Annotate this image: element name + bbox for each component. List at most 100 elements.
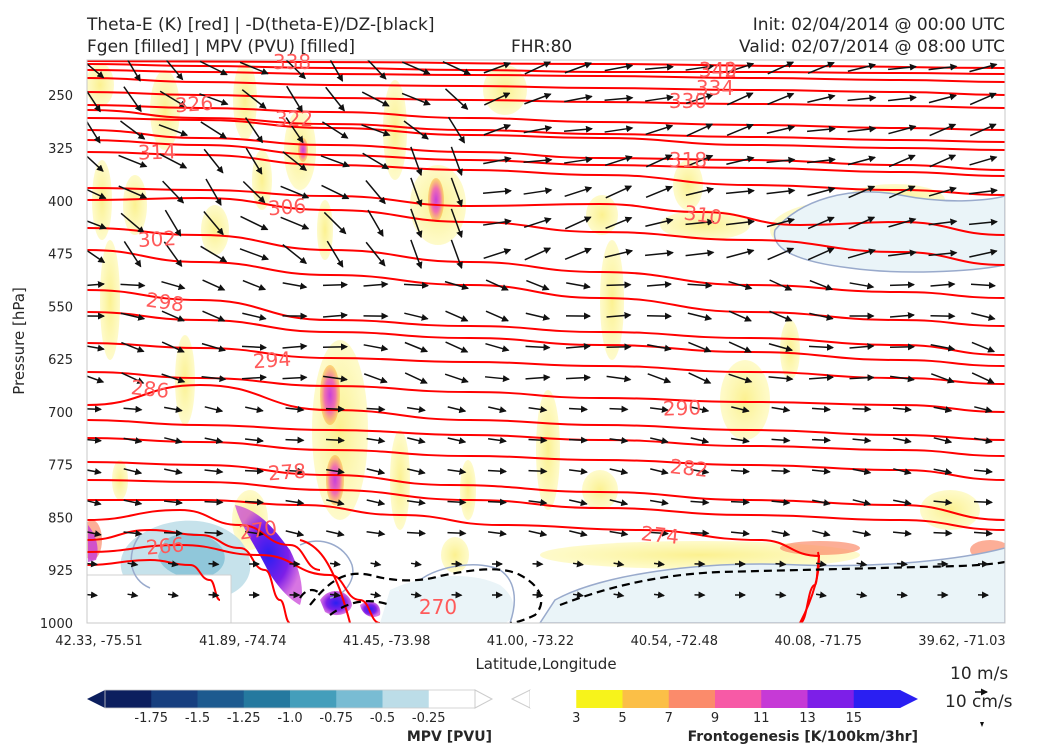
frontogenesis-colorbar-title: Frontogenesis [K/100km/3hr] xyxy=(688,729,918,745)
wind-vector xyxy=(889,311,915,319)
mpv-colorbar-title: MPV [PVU] xyxy=(407,729,492,745)
wind-vector xyxy=(282,374,308,382)
wind-vector xyxy=(404,372,428,384)
wind-vector xyxy=(768,343,794,352)
x-tick-label: 40.08, -71.75 xyxy=(774,634,861,649)
wind-vector xyxy=(158,124,189,137)
wind-vector xyxy=(728,373,753,384)
wind-vector xyxy=(650,468,669,476)
mpv-colorbar-swatch xyxy=(197,690,245,708)
theta-e-contour xyxy=(87,139,1005,177)
wind-vector xyxy=(933,437,953,445)
wind-vector xyxy=(730,467,750,475)
wind-vector xyxy=(87,249,106,264)
wind-vector xyxy=(687,281,713,289)
wind-vector xyxy=(730,529,750,537)
wind-vector xyxy=(887,63,917,71)
wind-vector xyxy=(126,60,141,82)
theta-e-label: 310 xyxy=(682,200,723,229)
wind-vector xyxy=(361,124,391,137)
wind-vector xyxy=(928,218,958,226)
theta-e-label: 298 xyxy=(144,287,185,316)
theta-e-contour xyxy=(87,289,1005,356)
wind-vector xyxy=(847,125,877,133)
wind-vector xyxy=(87,220,107,230)
wind-vector xyxy=(928,249,958,257)
wind-vector xyxy=(244,467,264,475)
wind-vector xyxy=(87,375,105,384)
theta-e-label: 340 xyxy=(699,58,737,82)
wind-vector xyxy=(568,467,588,475)
stability-contours xyxy=(299,560,1005,623)
theta-e-label: 266 xyxy=(145,532,185,559)
wind-vector xyxy=(483,61,512,74)
wind-vector xyxy=(565,374,591,382)
wind-vector xyxy=(650,499,669,506)
wind-vector xyxy=(645,185,673,199)
theta-e-contour xyxy=(87,249,1005,327)
wind-vector xyxy=(403,120,429,140)
wind-vector xyxy=(159,90,187,108)
wind-vector xyxy=(87,499,102,507)
wind-vector xyxy=(811,436,831,444)
wind-key-arrows xyxy=(975,688,988,727)
wind-vector xyxy=(204,406,224,414)
wind-vector xyxy=(120,120,146,140)
x-axis: 42.33, -75.51 41.89, -74.74 41.45, -73.98 4… xyxy=(55,634,1005,649)
mpv-colorbar-swatch xyxy=(382,690,430,708)
wind-vector xyxy=(365,241,386,267)
wind-vector xyxy=(892,529,912,537)
wind-vector xyxy=(687,312,713,321)
theta-e-contour xyxy=(87,69,1005,83)
wind-vector xyxy=(852,499,872,507)
wind-vector xyxy=(807,93,836,103)
mpv-colorbar-swatch xyxy=(243,690,291,708)
wind-vector xyxy=(852,436,872,444)
wind-vector xyxy=(929,154,957,168)
wind-vector xyxy=(849,282,875,290)
wind-vector xyxy=(410,146,423,177)
frontogenesis-colorbar-swatch xyxy=(715,690,762,708)
wind-vector xyxy=(121,341,145,353)
wind-vector xyxy=(366,499,386,507)
wind-vector xyxy=(445,310,469,322)
frontogenesis-colorbar-tick: 9 xyxy=(711,711,719,726)
wind-vector xyxy=(447,467,467,475)
frontogenesis-colorbar-swatch xyxy=(761,690,808,708)
wind-vector xyxy=(686,154,714,168)
wind-vector xyxy=(606,343,632,351)
wind-vector xyxy=(444,280,469,291)
wind-vector xyxy=(363,373,388,384)
wind-vector xyxy=(849,374,875,382)
wind-vector xyxy=(769,279,793,291)
wind-vector xyxy=(161,341,185,353)
wind-vector xyxy=(282,151,308,171)
wind-vector xyxy=(766,124,796,134)
wind-vector xyxy=(323,211,347,235)
wind-vector xyxy=(896,591,908,599)
wind-vector xyxy=(856,560,868,568)
theta-e-label: 326 xyxy=(174,91,214,118)
wind-vector xyxy=(849,343,875,350)
wind-vector xyxy=(280,216,310,230)
y-tick-label: 850 xyxy=(48,511,73,526)
wind-vector xyxy=(407,468,426,476)
wind-vector xyxy=(406,529,426,537)
theta-e-contour xyxy=(87,311,1005,367)
wind-vector xyxy=(366,529,386,537)
wind-vector xyxy=(811,405,831,413)
wind-vector xyxy=(205,178,222,206)
wind-vector xyxy=(888,217,917,228)
wind-vector xyxy=(766,156,796,164)
mpv-colorbar-extend xyxy=(87,690,105,708)
init-time: Init: 02/04/2014 @ 00:00 UTC xyxy=(752,15,1005,35)
y-tick-label: 925 xyxy=(48,564,73,579)
wind-vector xyxy=(645,154,673,168)
wind-vector xyxy=(888,124,917,135)
wind-vector xyxy=(282,282,308,290)
wind-vector xyxy=(806,125,836,133)
wind-vector xyxy=(890,375,915,383)
wind-vector xyxy=(690,437,710,445)
theta-e-contour xyxy=(87,227,1005,299)
wind-vector xyxy=(123,468,143,476)
